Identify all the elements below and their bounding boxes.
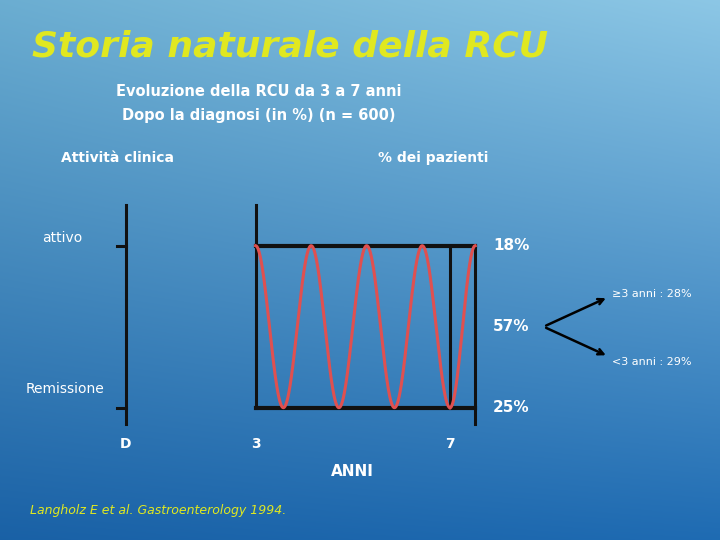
Text: 57%: 57%	[493, 319, 530, 334]
Text: <3 anni : 29%: <3 anni : 29%	[612, 357, 691, 367]
Text: Langholz E et al. Gastroenterology 1994.: Langholz E et al. Gastroenterology 1994.	[30, 504, 287, 517]
Text: Evoluzione della RCU da 3 a 7 anni: Evoluzione della RCU da 3 a 7 anni	[117, 84, 402, 99]
Text: ≥3 anni : 28%: ≥3 anni : 28%	[612, 289, 692, 299]
Text: 7: 7	[445, 437, 455, 451]
Text: 3: 3	[251, 437, 261, 451]
Text: Dopo la diagnosi (in %) (n = 600): Dopo la diagnosi (in %) (n = 600)	[122, 108, 396, 123]
Text: attivo: attivo	[42, 231, 82, 245]
Text: 25%: 25%	[493, 400, 530, 415]
Text: Storia naturale della RCU: Storia naturale della RCU	[32, 30, 549, 64]
Text: Attività clinica: Attività clinica	[61, 151, 174, 165]
Text: D: D	[120, 437, 132, 451]
Text: % dei pazienti: % dei pazienti	[378, 151, 488, 165]
Text: ANNI: ANNI	[331, 464, 374, 480]
Text: 18%: 18%	[493, 238, 530, 253]
Text: Remissione: Remissione	[25, 382, 104, 396]
